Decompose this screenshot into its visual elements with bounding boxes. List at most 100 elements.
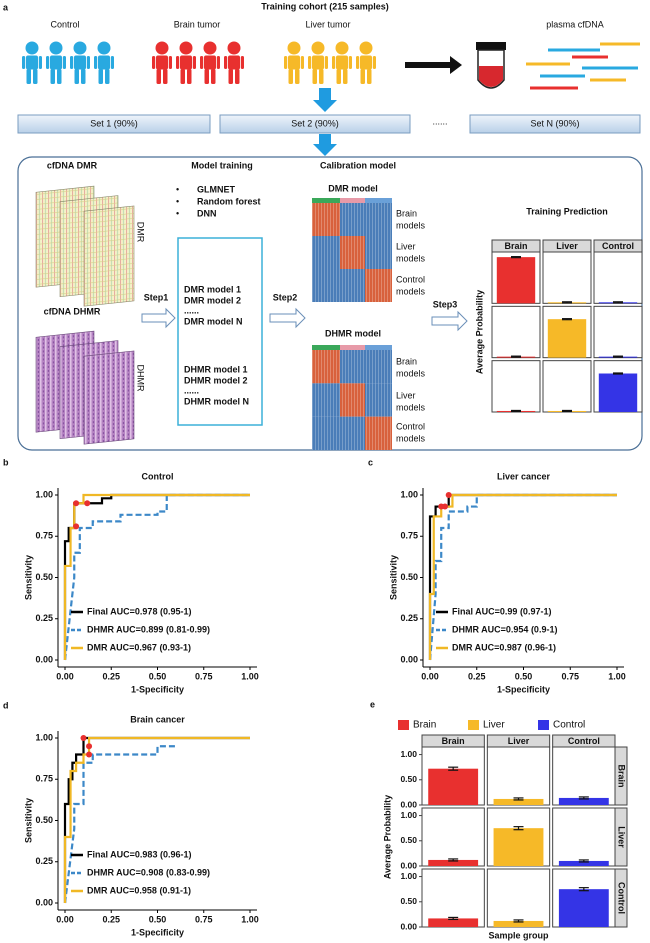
y-tick-label: 0.75 [35,531,53,541]
legend-label: DMR AUC=0.958 (0.91-1) [87,885,191,895]
panel-label: d [3,700,9,710]
step-label: Step3 [433,299,458,309]
y-tick-label: 0.25 [35,613,53,623]
legend-label: DHMR AUC=0.954 (0.9-1) [452,624,557,634]
cfdna-fragments [526,42,640,90]
bar [428,918,479,927]
panel-a: a Training cohort (215 samples) Control … [3,1,643,451]
legend-label: Final AUC=0.983 (0.96-1) [87,849,191,859]
error-bar [511,355,521,358]
x-tick-label: 0.00 [56,671,74,681]
cutoff-point [73,500,80,507]
heatmap-row-label: models [396,433,426,443]
error-bar [448,858,459,862]
bullet: • [176,196,179,206]
x-tick-label: 0.75 [195,914,213,924]
y-tick-label: 0.25 [35,856,53,866]
heatmap-texture [365,236,392,269]
x-tick-label: 1.00 [241,671,259,681]
method: DNN [197,208,217,218]
facet-panel [486,746,551,806]
facet-header-label: Brain [504,241,527,251]
heatmap-annotation [312,345,340,350]
error-bar [613,372,623,375]
panel-label: a [3,2,9,12]
legend-label: DHMR AUC=0.899 (0.81-0.99) [87,624,210,634]
x-tick-label: 0.25 [102,671,120,681]
roc-curve [428,493,617,660]
heatmap-texture [340,203,365,236]
heatmap-row-label: Control [396,421,425,431]
heatmap-texture [340,416,365,450]
heatmap-texture [312,350,340,384]
heatmap-texture [365,269,392,302]
heatmap-texture [365,203,392,236]
cohort-title: Training cohort (215 samples) [261,1,389,11]
dmr-sheets [35,185,135,307]
heatmap-annotation [365,198,392,203]
arrow [313,134,337,156]
heatmap-texture [340,383,365,417]
cutoff-point [441,503,448,510]
set-label: Set 1 (90%) [90,118,138,128]
model-item: DHMR model 1 [184,364,248,374]
x-tick-label: 0.25 [468,671,486,681]
panel-label: b [3,457,9,467]
step-arrow [141,307,176,329]
y-tick-label: 0.50 [400,896,417,906]
cutoff-point [84,500,91,507]
cutoff-point [86,743,93,750]
heatmap-row-label: Liver [396,390,416,400]
y-axis-label: Sensitivity [23,798,33,843]
heatmap-row-label: models [396,402,426,412]
heatmap-title: DMR model [328,183,378,193]
x-tick-label: 0.50 [149,671,167,681]
facet-panel [542,251,592,304]
heatmap-row-label: models [396,253,426,263]
heatmap-row-label: models [396,220,426,230]
legend-label: DMR AUC=0.987 (0.96-1) [452,642,556,652]
heatmap-annotation [340,345,365,350]
section-title: cfDNA DHMR [44,306,101,316]
cutoff-point [73,523,80,530]
y-tick-label: 0.50 [35,815,53,825]
y-tick-label: 0.00 [400,921,417,931]
bar [428,859,479,866]
heatmap-texture [312,236,340,269]
panel-label: e [370,699,375,709]
y-tick-label: 0.50 [400,774,417,784]
facet-strip-label: Brain [617,764,627,787]
heatmap-texture [312,416,340,450]
y-tick-label: 1.00 [35,732,53,742]
facet-panel [421,807,485,867]
heatmap-row-label: Brain [396,356,417,366]
error-bar [448,916,459,921]
x-axis-label: 1-Specificity [131,684,184,694]
heatmap-row-label: Liver [396,241,416,251]
bar [496,257,536,304]
set-label: Set 2 (90%) [291,118,339,128]
heatmap-annotation [340,198,365,203]
facet-header-label: Liver [556,241,578,251]
bar [558,860,609,866]
dhmr-heatmap [312,345,392,450]
heatmap-texture [340,269,365,302]
facet-strip-label: Liver [617,826,627,848]
bullet: • [176,208,179,218]
error-bar [513,797,524,801]
sheet-tag: DMR [136,222,146,243]
roc-curve [428,493,617,661]
y-tick-label: 0.50 [400,835,417,845]
bar [493,828,544,866]
panel-label: c [368,457,373,467]
bar [493,798,544,805]
facet-strip [614,868,628,928]
group-label: Brain tumor [174,19,221,29]
roc-curve [63,736,250,903]
cutoff-point [86,751,93,758]
set-box [469,114,641,134]
bar [547,319,587,358]
tube [476,42,506,89]
y-tick-label: 1.00 [35,489,53,499]
bar [558,889,609,927]
